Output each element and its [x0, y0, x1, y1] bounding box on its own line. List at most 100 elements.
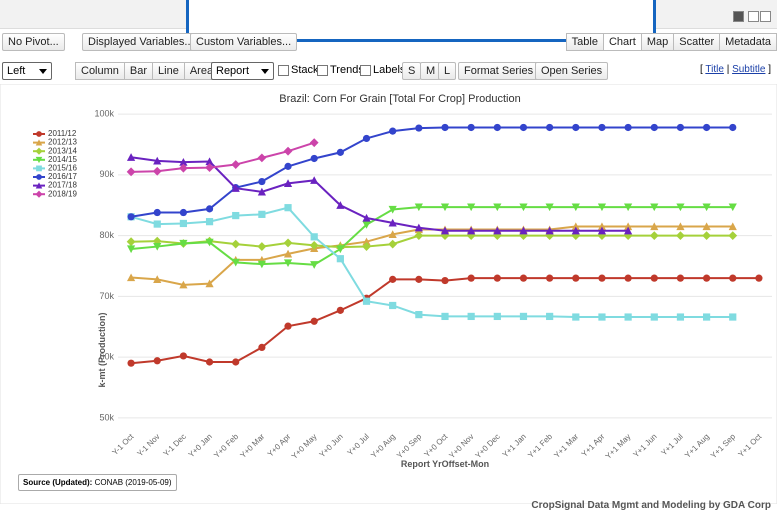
data-point — [546, 123, 554, 132]
data-point — [153, 220, 161, 228]
y-tick-label: 80k — [99, 230, 114, 240]
data-point — [205, 205, 214, 213]
data-point — [284, 322, 292, 330]
data-point — [232, 358, 240, 366]
chart-type-button[interactable]: Area — [183, 62, 220, 80]
view-button[interactable]: Scatter — [673, 33, 721, 51]
checkbox-label[interactable]: Trends — [330, 64, 364, 76]
data-point — [309, 138, 319, 148]
data-point — [493, 274, 501, 282]
checkbox-box[interactable] — [317, 64, 328, 76]
button[interactable]: Displayed Variables... — [82, 33, 200, 51]
data-point — [205, 238, 214, 247]
data-point — [257, 260, 266, 269]
title-link[interactable]: Title — [705, 64, 724, 75]
legend-label: 2017/18 — [48, 181, 77, 190]
title-links: [ Title | Subtitle ] — [700, 64, 771, 75]
data-point — [362, 213, 371, 222]
data-point — [232, 211, 240, 220]
checkbox[interactable]: Stack — [278, 64, 319, 76]
data-point — [231, 239, 241, 249]
y-tick-label: 70k — [99, 291, 114, 301]
data-point — [729, 313, 737, 321]
view-button[interactable]: Map — [640, 33, 675, 51]
data-point — [126, 273, 136, 282]
data-point — [127, 359, 135, 367]
size-button[interactable]: S — [402, 62, 422, 80]
chart-type-button[interactable]: Column — [75, 62, 125, 80]
save-icon[interactable] — [733, 11, 744, 22]
data-point — [493, 226, 502, 235]
data-point — [389, 127, 397, 135]
checkbox-box[interactable] — [278, 64, 289, 76]
data-point — [493, 203, 502, 212]
legend-label: 2015/16 — [48, 164, 77, 173]
view-button[interactable]: Chart — [602, 33, 642, 51]
series-select[interactable]: Report Yr — [211, 62, 274, 80]
data-point — [152, 166, 162, 176]
data-point — [597, 203, 607, 212]
data-point — [414, 231, 424, 241]
chart-type-button[interactable]: Bar — [123, 62, 154, 80]
data-point — [231, 160, 241, 169]
legend-marker — [35, 147, 43, 155]
data-point — [362, 221, 371, 229]
view-button[interactable]: Table — [565, 33, 604, 51]
series-line — [130, 206, 733, 266]
data-point — [624, 313, 632, 321]
data-point — [703, 123, 711, 132]
source-box: Source (Updated): CONAB (2019-05-09) — [18, 474, 177, 491]
data-point — [362, 237, 371, 246]
data-point — [676, 231, 685, 241]
data-point — [258, 343, 266, 352]
series-button[interactable]: Format Series — [458, 62, 540, 80]
checkbox[interactable]: Trends — [317, 64, 364, 76]
data-point — [205, 358, 214, 366]
data-point — [205, 218, 214, 226]
data-point — [362, 134, 371, 143]
view-button[interactable]: Metadata — [719, 33, 777, 51]
data-point — [388, 239, 398, 249]
series-button[interactable]: Open Series — [535, 62, 609, 80]
size-button[interactable]: L — [438, 62, 457, 80]
data-point — [336, 255, 344, 263]
data-point — [702, 203, 711, 212]
series-line — [130, 156, 629, 232]
data-point — [650, 274, 658, 282]
legend-label: 2016/17 — [48, 172, 77, 181]
data-point — [310, 317, 318, 325]
chart-type-button[interactable]: Line — [152, 62, 185, 80]
data-point — [415, 275, 423, 283]
data-point — [624, 226, 633, 235]
legend-marker — [35, 182, 43, 189]
data-point — [702, 222, 711, 231]
legend-marker — [35, 139, 43, 146]
data-point — [153, 156, 162, 165]
data-point — [414, 223, 423, 232]
data-point — [650, 203, 659, 212]
data-point — [336, 306, 344, 314]
data-point — [179, 280, 188, 289]
data-point — [284, 204, 292, 212]
data-point — [258, 210, 266, 218]
button[interactable]: Custom Variables... — [190, 33, 298, 51]
checkbox-label[interactable]: Stack — [291, 64, 319, 76]
size-button[interactable]: M — [420, 62, 442, 80]
data-point — [467, 226, 476, 235]
position-select[interactable]: Left — [2, 62, 52, 80]
subtitle-link[interactable]: Subtitle — [732, 64, 766, 75]
data-point — [650, 222, 659, 231]
data-point — [519, 274, 528, 282]
data-point — [467, 203, 476, 212]
checkbox[interactable]: Labels — [360, 64, 405, 76]
series-line — [130, 206, 733, 319]
legend-marker — [35, 156, 43, 164]
button[interactable]: No Pivot... — [2, 33, 65, 51]
window-icon[interactable] — [760, 11, 771, 22]
view-group: Table Chart Map Scatter Metadata — [565, 33, 777, 51]
star-icon[interactable] — [748, 11, 759, 22]
checkbox-box[interactable] — [360, 64, 371, 76]
data-point — [258, 177, 266, 186]
checkbox-label[interactable]: Labels — [373, 64, 406, 76]
